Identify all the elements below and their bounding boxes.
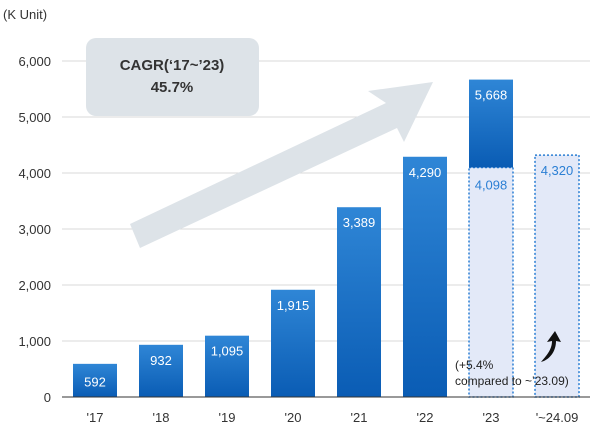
y-tick-label: 0: [44, 390, 51, 405]
y-axis-ticks: 0 1,000 2,000 3,000 4,000 5,000 6,000: [18, 54, 51, 405]
bar-value-label: 4,290: [409, 165, 442, 180]
bar: [469, 79, 513, 168]
bar: [73, 363, 117, 397]
x-tick-label: '19: [219, 410, 236, 425]
bar: [534, 154, 580, 398]
bar-value-label: 1,095: [211, 344, 244, 359]
curved-arrow-icon: [541, 331, 561, 362]
bar: [139, 344, 183, 397]
cagr-box: [86, 38, 259, 116]
bar-value-label: 5,668: [475, 88, 508, 103]
x-tick-label: '17: [87, 410, 104, 425]
x-tick-label: '22: [417, 410, 434, 425]
cagr-title: CAGR(‘17~’23): [120, 57, 225, 74]
bar-value-label: 932: [150, 353, 172, 368]
x-tick-label: '21: [351, 410, 368, 425]
bar: [403, 156, 447, 397]
y-tick-label: 1,000: [18, 334, 51, 349]
y-tick-label: 5,000: [18, 110, 51, 125]
bar-value-label: 3,389: [343, 215, 376, 230]
x-axis-ticks: '17 '18 '19 '20 '21 '22 '23 '~24.09: [87, 410, 579, 425]
cagr-value: 45.7%: [151, 79, 194, 96]
x-tick-label: '18: [153, 410, 170, 425]
bar: [205, 335, 249, 397]
x-tick-label: '~24.09: [536, 410, 579, 425]
bar: [337, 207, 381, 397]
x-tick-label: '23: [483, 410, 500, 425]
bar-partial-segment: [468, 166, 514, 398]
comparison-note-line2: compared to ~’23.09): [455, 374, 569, 388]
partial-value-label: 4,098: [475, 178, 508, 193]
comparison-note-line1: (+5.4%: [455, 358, 494, 372]
y-tick-label: 2,000: [18, 278, 51, 293]
bar-value-label: 4,320: [541, 163, 574, 178]
bar-value-label: 592: [84, 374, 106, 389]
y-tick-label: 6,000: [18, 54, 51, 69]
growth-arrow-icon: [130, 82, 433, 248]
y-tick-label: 4,000: [18, 166, 51, 181]
cagr-annotation: CAGR(‘17~’23) 45.7%: [86, 38, 433, 248]
bars: 592 932 1,095 1,915 3,389 4,290 5,668 4,098 4,32…: [73, 79, 580, 398]
x-tick-label: '20: [285, 410, 302, 425]
bar: [271, 289, 315, 397]
y-tick-label: 3,000: [18, 222, 51, 237]
bar-value-label: 1,915: [277, 298, 310, 313]
unit-label: (K Unit): [3, 7, 47, 22]
